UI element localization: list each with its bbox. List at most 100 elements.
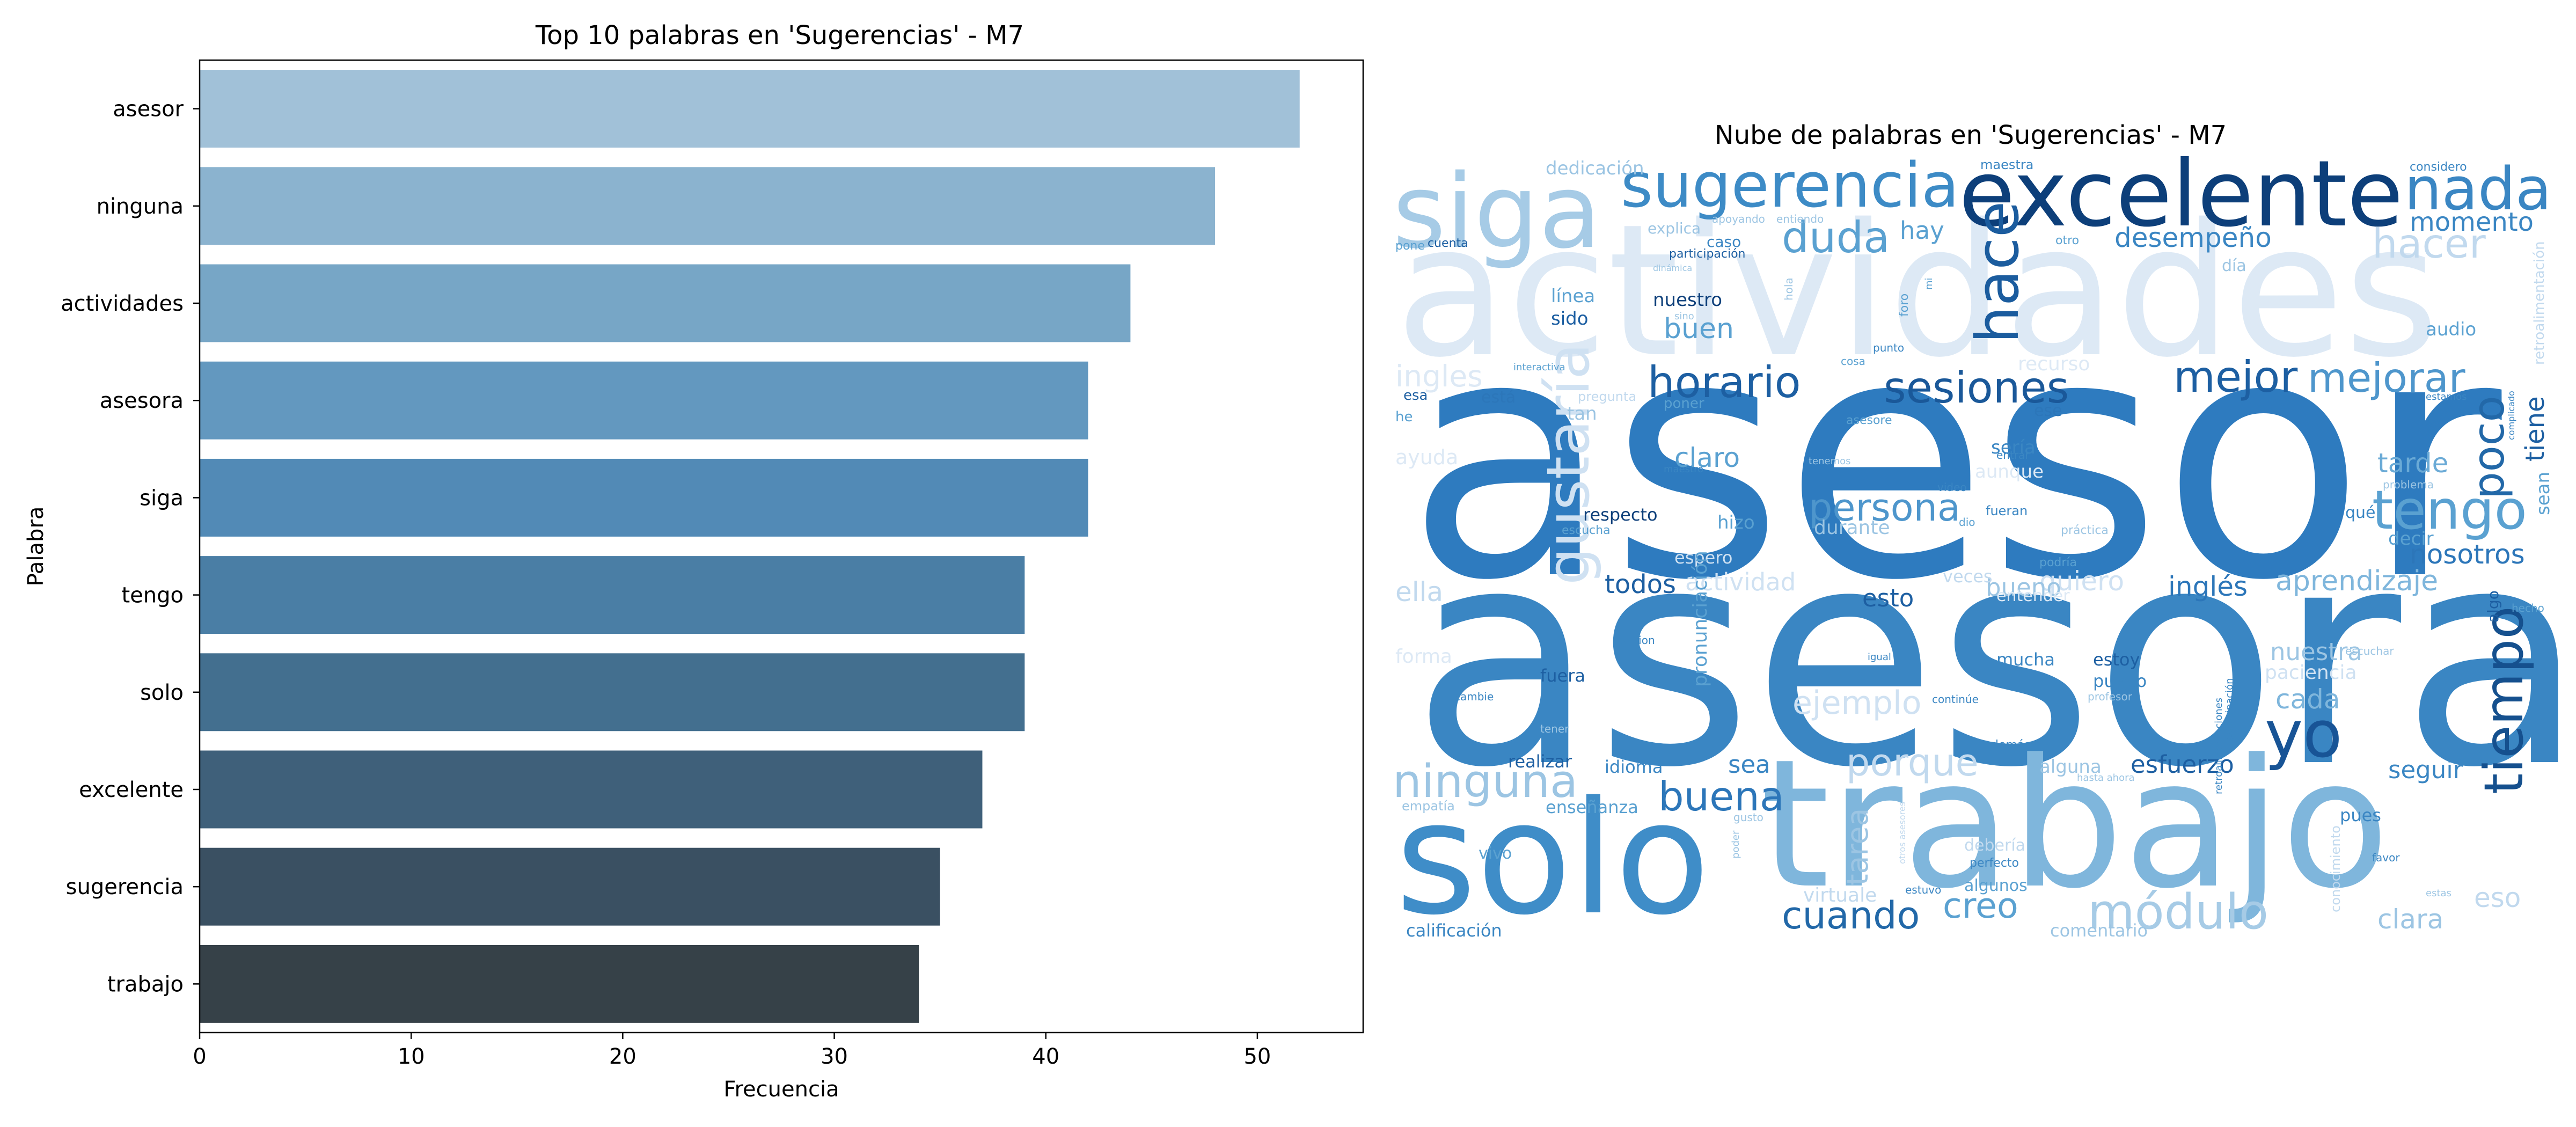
wordcloud-word: actividades (1395, 185, 2439, 398)
wordcloud-word: está (1481, 388, 1516, 407)
wordcloud-word: estamos (2426, 391, 2467, 402)
wordcloud-title: Nube de palabras en 'Sugerencias' - M7 (1715, 120, 2227, 150)
wordcloud-word: poder (1730, 830, 1741, 859)
x-tick-group: 0 10 20 30 40 50 (193, 1033, 1271, 1069)
wordcloud-word: considero (2410, 160, 2467, 174)
wordcloud-word: ingles (1395, 359, 1483, 393)
wordcloud-word: respecto (1583, 504, 1658, 525)
x-tick-label: 50 (1243, 1044, 1271, 1069)
wordcloud-word: buen (1664, 313, 1734, 345)
wordcloud-word: ella (1395, 576, 1443, 608)
bar-asesor (200, 70, 1300, 148)
wordcloud-word: momento (2410, 207, 2534, 237)
x-tick-label: 0 (193, 1044, 206, 1069)
wordcloud-word: duda (1782, 213, 1890, 262)
y-tick-label: excelente (79, 778, 184, 802)
bar-sugerencia (200, 847, 940, 926)
bar-siga (200, 458, 1088, 537)
wordcloud-word: eso (2474, 882, 2521, 913)
wordcloud-word: entrar (1996, 449, 2030, 462)
y-tick-label: asesor (113, 97, 184, 122)
wordcloud-word: pone (1395, 239, 1425, 253)
wordcloud-word: maestra (1980, 157, 2033, 172)
wordcloud-word: solo (1395, 769, 1710, 949)
wordcloud-word: sugerencia (1621, 150, 1959, 222)
wordcloud-word: recurso (2018, 353, 2090, 375)
wordcloud-word: interactiva (1513, 362, 1565, 373)
bar-solo (200, 653, 1025, 731)
wordcloud-word: mejorar (2308, 354, 2465, 401)
wordcloud-word: retroalimentaciones (2213, 698, 2224, 794)
wordcloud-word: asesore (1846, 414, 1892, 427)
wordcloud-word: seguir (2388, 756, 2463, 784)
wordcloud-word: actividad (1685, 568, 1796, 596)
wordcloud-word: pues (2340, 805, 2381, 825)
wordcloud-word: video (1937, 481, 1967, 494)
wordcloud-word: hasta ahora (2077, 772, 2135, 784)
wordcloud-word: otros asesores (1897, 802, 1907, 864)
wordcloud-word: práctica (2061, 524, 2109, 537)
wordcloud-word: hizo (1717, 512, 1755, 533)
wordcloud-word: quiero (2039, 566, 2124, 597)
y-tick-label: ninguna (97, 194, 184, 219)
wordcloud-word: cambie (1454, 690, 1494, 703)
wordcloud-word: estoy (2093, 649, 2140, 670)
wordcloud-word: gustaría (1534, 343, 1602, 585)
wordcloud-word: bueno (1986, 573, 2061, 602)
wordcloud-word: tengo (2372, 479, 2527, 541)
wordcloud-word: sino (1674, 311, 1694, 322)
wordcloud-word: sido (1551, 308, 1589, 330)
bar-chart: Top 10 palabras en 'Sugerencias' - M7 as… (24, 20, 1364, 1102)
bar-chart-title: Top 10 palabras en 'Sugerencias' - M7 (535, 20, 1024, 50)
wordcloud-word: asesor (1406, 266, 2505, 653)
wordcloud-word: entender (1996, 587, 2070, 605)
y-tick-label: actividades (61, 291, 184, 316)
wordcloud-word: dio (1959, 516, 1975, 529)
wordcloud-word: realizar (1508, 751, 1572, 772)
wordcloud-word: sea (1728, 750, 1770, 779)
wordcloud-word: problema (2383, 478, 2434, 491)
wordcloud-word: pregunta (1578, 389, 1636, 404)
wordcloud-word: mejor (2174, 352, 2297, 402)
x-tick-label: 40 (1032, 1044, 1059, 1069)
wordcloud-word: sesiones (1884, 363, 2069, 413)
wordcloud-word: tarea (1840, 808, 1875, 885)
bar-actividades (200, 264, 1131, 342)
wordcloud-word: algo (2484, 590, 2502, 623)
wordcloud-word: esto (1862, 584, 1914, 612)
wordcloud-word: esa (1403, 387, 1428, 404)
wordcloud-word: creo (1943, 886, 2018, 926)
y-tick-label: tengo (121, 583, 184, 608)
wordcloud-word: persona (1809, 486, 1960, 530)
wordcloud-word: poner (1664, 396, 1704, 412)
wordcloud-word: excelente (1959, 141, 2403, 247)
wordcloud-word: ese (2034, 401, 2062, 420)
wordcloud-word: ejemplo (1792, 684, 1921, 722)
wordcloud-word: veces (1943, 566, 1993, 587)
y-tick-label: solo (140, 680, 184, 705)
wordcloud-word: puedo (2093, 671, 2147, 691)
wordcloud-word: explica (1648, 219, 1701, 237)
wordcloud-word: sean (2533, 472, 2554, 515)
wordcloud-word: aprendizaje (2275, 565, 2438, 597)
wordcloud-word: mi (1923, 277, 1935, 290)
wordcloud-word: trabajo (1760, 721, 2390, 927)
wordcloud-word: qué (2345, 503, 2376, 522)
wordcloud-word: buena (1658, 773, 1784, 820)
wordcloud-word: audio (2426, 319, 2476, 340)
wordcloud-word: escuchar (2345, 645, 2394, 657)
y-tick-label: trabajo (107, 972, 184, 997)
wordcloud-word: podría (2039, 556, 2077, 569)
wordcloud-word: apoyando (1712, 213, 1765, 225)
wordcloud-word: hay (1900, 216, 1944, 245)
wordcloud-word: sesion (1621, 634, 1655, 647)
wordcloud-word: maestro (1664, 464, 1703, 475)
wordcloud-word: debería (1964, 836, 2025, 855)
wordcloud-word: virtuale (1803, 884, 1877, 906)
wordcloud-word: profesor (2088, 690, 2133, 703)
wordcloud-word: clara (2377, 904, 2443, 935)
wordcloud-word: tarde (2377, 448, 2448, 479)
wordcloud-word: módulo (2088, 884, 2268, 940)
wordcloud-word: empatía (1402, 799, 1455, 814)
wordcloud-word: perfecto (1970, 857, 2019, 870)
